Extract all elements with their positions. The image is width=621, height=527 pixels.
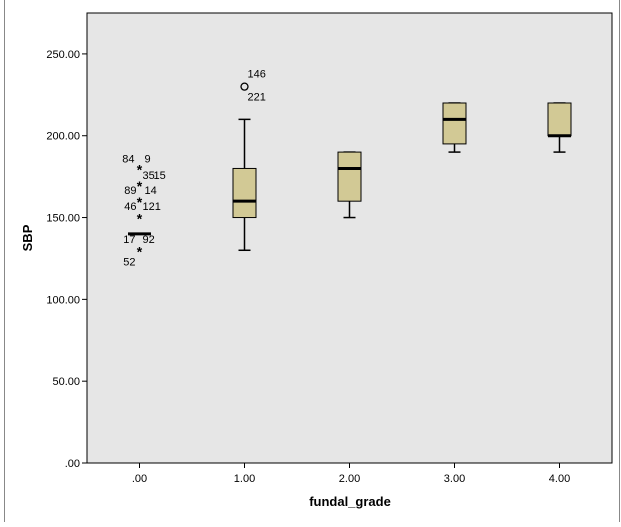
y-tick-label: 250.00 (46, 49, 80, 61)
x-axis: .00 1.00 2.00 3.00 4.00 (132, 463, 570, 485)
outlier-circle (240, 82, 249, 91)
outliers-layer: ***** (137, 82, 249, 259)
box-body (337, 151, 362, 202)
x-tick-label: .00 (132, 473, 147, 485)
y-axis-title: SBP (20, 224, 35, 251)
extreme-star: * (137, 178, 143, 194)
case-label: 14 (145, 185, 157, 197)
case-label: 15 (154, 170, 166, 182)
plot-area (86, 12, 613, 464)
boxes-layer (128, 102, 572, 252)
y-tick-label: 200.00 (46, 131, 80, 143)
case-label: 35 (143, 170, 155, 182)
extreme-star: * (137, 194, 143, 210)
x-tick-label: 1.00 (234, 473, 255, 485)
y-tick-label: 150.00 (46, 213, 80, 225)
box-body (442, 102, 467, 145)
y-axis: .00 50.00 100.00 150.00 200.00 250.00 (46, 49, 87, 470)
x-tick-label: 3.00 (444, 473, 465, 485)
box-2.00 (337, 151, 362, 219)
extreme-star: * (137, 243, 143, 259)
extreme-star: * (137, 161, 143, 177)
case-label: 46 (124, 201, 136, 213)
x-axis-title: fundal_grade (309, 494, 391, 509)
y-tick-label: .00 (65, 458, 80, 470)
case-label: 17 (123, 234, 135, 246)
box-1.00 (232, 118, 257, 252)
case-label: 92 (143, 234, 155, 246)
box-4.00 (547, 102, 572, 153)
y-tick-label: 100.00 (46, 294, 80, 306)
case-label: 84 (122, 153, 134, 165)
case-label: 89 (124, 185, 136, 197)
case-label: 221 (248, 92, 266, 104)
case-label: 121 (143, 201, 161, 213)
case-label: 9 (145, 153, 151, 165)
x-tick-label: 2.00 (339, 473, 360, 485)
y-tick-label: 50.00 (52, 376, 80, 388)
box-3.00 (442, 102, 467, 153)
box-body (232, 167, 257, 219)
extreme-star: * (137, 211, 143, 227)
case-label: 146 (248, 69, 266, 81)
x-tick-label: 4.00 (549, 473, 570, 485)
box-body (547, 102, 572, 137)
case-label: 52 (123, 256, 135, 268)
